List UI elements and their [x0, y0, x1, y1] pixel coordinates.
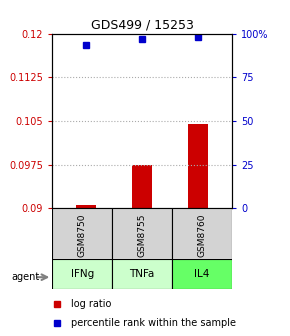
FancyBboxPatch shape	[112, 208, 172, 262]
FancyBboxPatch shape	[112, 259, 172, 289]
Text: percentile rank within the sample: percentile rank within the sample	[71, 318, 236, 328]
Text: GSM8755: GSM8755	[137, 213, 147, 257]
Bar	[188, 124, 208, 208]
Text: TNFa: TNFa	[129, 269, 155, 279]
Bar	[76, 205, 96, 208]
FancyBboxPatch shape	[52, 208, 112, 262]
Text: GSM8760: GSM8760	[197, 213, 206, 257]
FancyBboxPatch shape	[172, 208, 232, 262]
Bar	[132, 165, 152, 208]
FancyBboxPatch shape	[172, 259, 232, 289]
Text: IFNg: IFNg	[70, 269, 94, 279]
Title: GDS499 / 15253: GDS499 / 15253	[91, 18, 193, 31]
Text: GSM8750: GSM8750	[78, 213, 87, 257]
Text: agent: agent	[12, 272, 40, 282]
Text: log ratio: log ratio	[71, 299, 111, 309]
FancyBboxPatch shape	[52, 259, 112, 289]
Text: IL4: IL4	[194, 269, 210, 279]
